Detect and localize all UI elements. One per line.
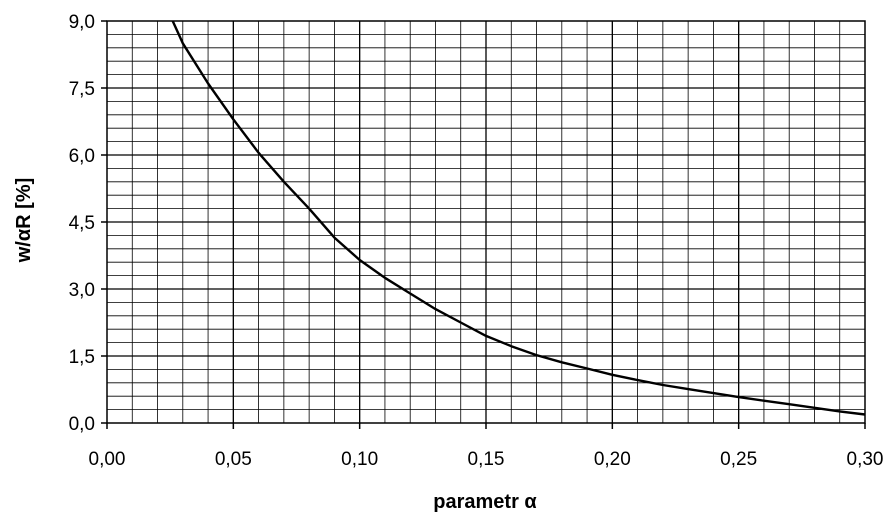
y-axis-title: w/αR [%] [13,178,35,264]
x-tick-label: 0,15 [468,449,505,470]
x-tick-label: 0,20 [594,449,631,470]
y-tick-label: 6,0 [69,146,95,167]
y-tick-labels: 0,0 1,5 3,0 4,5 6,0 7,5 9,0 [69,12,95,435]
y-tick-label: 9,0 [69,12,95,33]
y-tick-label: 7,5 [69,79,95,100]
x-tick-label: 0,25 [720,449,757,470]
y-tick-label: 0,0 [69,414,95,435]
axes [101,20,866,429]
x-tick-label: 0,00 [89,449,126,470]
major-grid [107,21,865,423]
y-tick-label: 1,5 [69,347,95,368]
x-tick-labels: 0,00 0,05 0,10 0,15 0,20 0,25 0,30 [89,449,884,470]
x-tick-label: 0,30 [847,449,884,470]
y-tick-label: 4,5 [69,213,95,234]
series [171,20,866,416]
x-tick-label: 0,10 [341,449,378,470]
y-tick-label: 3,0 [69,280,95,301]
x-tick-label: 0,05 [215,449,252,470]
x-axis-title: parametr α [433,491,537,513]
series-line [171,20,866,416]
